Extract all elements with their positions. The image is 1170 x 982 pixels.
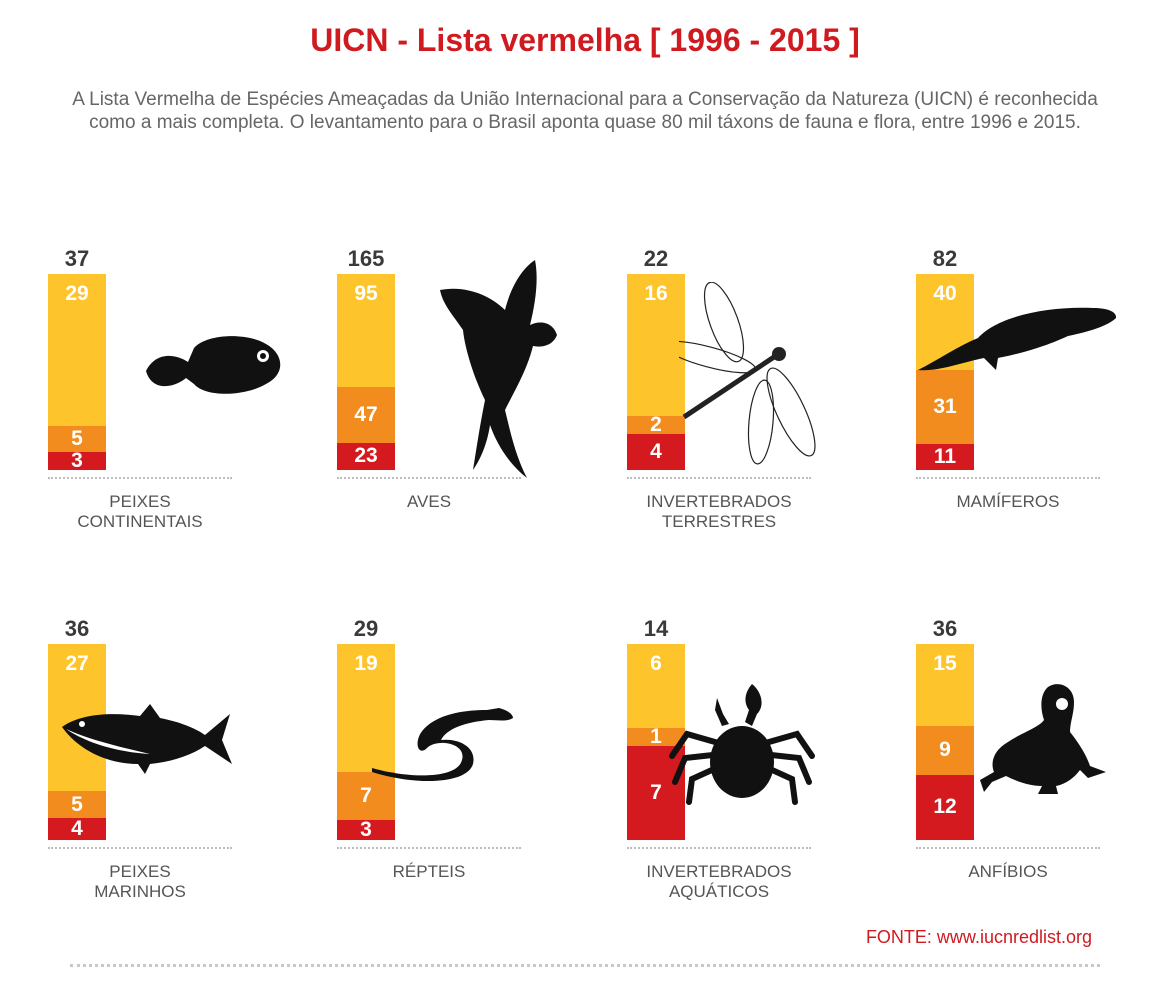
bar-total-label: 29 (353, 616, 379, 641)
chart-panel: 36 15 9 12 ANFÍBIOS (916, 616, 1156, 916)
chart-title: UICN - Lista vermelha [ 1996 - 2015 ] (310, 22, 860, 58)
category-label: AVES (406, 492, 452, 511)
bar-total-label: 165 (347, 246, 385, 271)
bar-segment-top (627, 274, 685, 417)
bar-segment-bottom (916, 774, 974, 840)
bar-segment-top (337, 644, 395, 773)
stacked-bar: 15 9 12 (916, 644, 974, 840)
bar-total-label: 36 (64, 616, 90, 641)
chart-panel: 29 19 7 3 RÉPTEIS (337, 616, 577, 916)
bar-segment-top (337, 274, 395, 387)
bar-segment-bottom (48, 818, 106, 840)
bar-segment-value: 27 (65, 652, 89, 675)
chart-panel: 22 16 2 4 INVERTEBRADOS TERRESTRES (627, 246, 867, 546)
bar-segment-value: 16 (644, 282, 668, 305)
bar-segment-value: 7 (360, 784, 372, 808)
panel-baseline (916, 477, 1100, 479)
bar-segment-top (627, 644, 685, 728)
bar-segment-value: 29 (65, 282, 89, 305)
bar-total-label: 82 (932, 246, 958, 271)
bar-segment-middle (337, 772, 395, 820)
chart-panel: 36 27 5 4 PEIXES MARINHOS (48, 616, 288, 916)
dragonfly-icon (661, 281, 819, 467)
bar-segment-middle (48, 425, 106, 452)
bar-total-label: 22 (643, 246, 669, 271)
bar-segment-bottom (916, 443, 974, 470)
category-label: PEIXES MARINHOS (94, 862, 186, 901)
frog-icon (978, 682, 1108, 797)
bar-total-label: 14 (643, 616, 669, 641)
stacked-bar: 27 5 4 (48, 644, 106, 840)
chart-subtitle: A Lista Vermelha de Espécies Ameaçadas d… (72, 89, 1098, 133)
tuna-icon (60, 702, 235, 777)
panel-baseline (48, 477, 232, 479)
stacked-bar: 29 5 3 (48, 274, 106, 472)
category-label: INVERTEBRADOS AQUÁTICOS (646, 862, 792, 901)
bar-segment-bottom (627, 746, 685, 840)
stacked-bar: 16 2 4 (627, 274, 685, 470)
bar-segment-value: 9 (939, 738, 951, 762)
bar-segment-value: 4 (71, 817, 83, 841)
bar-segment-bottom (48, 452, 106, 470)
panel-baseline (627, 477, 811, 479)
category-label: MAMÍFEROS (956, 492, 1060, 511)
chart-panel: 165 95 47 23 AVES (337, 246, 577, 546)
panel-baseline (337, 847, 521, 849)
bar-segment-top (48, 274, 106, 426)
category-label: PEIXES CONTINENTAIS (77, 492, 203, 531)
bar-segment-middle (916, 369, 974, 444)
bar-segment-value: 4 (650, 440, 662, 464)
bar-segment-value: 3 (360, 817, 372, 841)
panel-baseline (48, 847, 232, 849)
bar-segment-middle (337, 386, 395, 443)
bar-segment-value: 2 (650, 413, 662, 437)
bar-segment-value: 95 (354, 282, 378, 305)
bar-segment-value: 15 (933, 652, 957, 675)
bar-segment-value: 5 (71, 426, 83, 450)
bar-segment-middle (627, 416, 685, 435)
bar-segment-value: 40 (933, 282, 957, 305)
bar-segment-middle (48, 791, 106, 819)
bar-segment-value: 1 (650, 725, 662, 748)
fish-icon (136, 326, 286, 406)
stacked-bar: 19 7 3 (337, 644, 395, 840)
chart-panel: 14 6 1 7 INVERTEBRADOS AQUÁTICOS (627, 616, 867, 916)
chart-panel: 37 29 5 3 PEIXES CONTINENTAIS (48, 246, 288, 546)
whale-icon (918, 298, 1118, 378)
bar-segment-middle (916, 725, 974, 775)
bar-total-label: 36 (932, 616, 958, 641)
bar-segment-value: 5 (71, 792, 83, 816)
panel-baseline (337, 477, 521, 479)
category-label: ANFÍBIOS (968, 862, 1048, 881)
stacked-bar: 95 47 23 (337, 274, 395, 470)
bar-segment-bottom (337, 819, 395, 840)
category-label: INVERTEBRADOS TERRESTRES (646, 492, 792, 531)
bar-segment-value: 12 (933, 795, 957, 819)
category-label: RÉPTEIS (392, 862, 466, 881)
macaw-icon (435, 260, 565, 480)
snake-icon (367, 698, 517, 783)
panel-baseline (916, 847, 1100, 849)
bar-segment-value: 23 (354, 444, 378, 468)
bar-segment-middle (627, 728, 685, 746)
bar-segment-value: 6 (650, 652, 662, 675)
bar-segment-top (916, 644, 974, 726)
bar-segment-value: 19 (354, 652, 378, 675)
bar-segment-value: 3 (71, 449, 83, 472)
bar-segment-value: 31 (933, 394, 957, 418)
bar-segment-bottom (627, 434, 685, 470)
crab-icon (667, 684, 817, 809)
bar-segment-bottom (337, 442, 395, 470)
bar-total-label: 37 (64, 246, 90, 271)
source-credit: FONTE: www.iucnredlist.org (865, 927, 1092, 947)
bottom-divider (70, 964, 1100, 967)
bar-segment-value: 7 (650, 781, 662, 804)
stacked-bar: 6 1 7 (627, 644, 685, 840)
chart-panel: 82 40 31 11 MAMÍFEROS (916, 246, 1156, 546)
bar-segment-value: 11 (933, 444, 957, 468)
panel-baseline (627, 847, 811, 849)
bar-segment-value: 47 (354, 402, 378, 426)
